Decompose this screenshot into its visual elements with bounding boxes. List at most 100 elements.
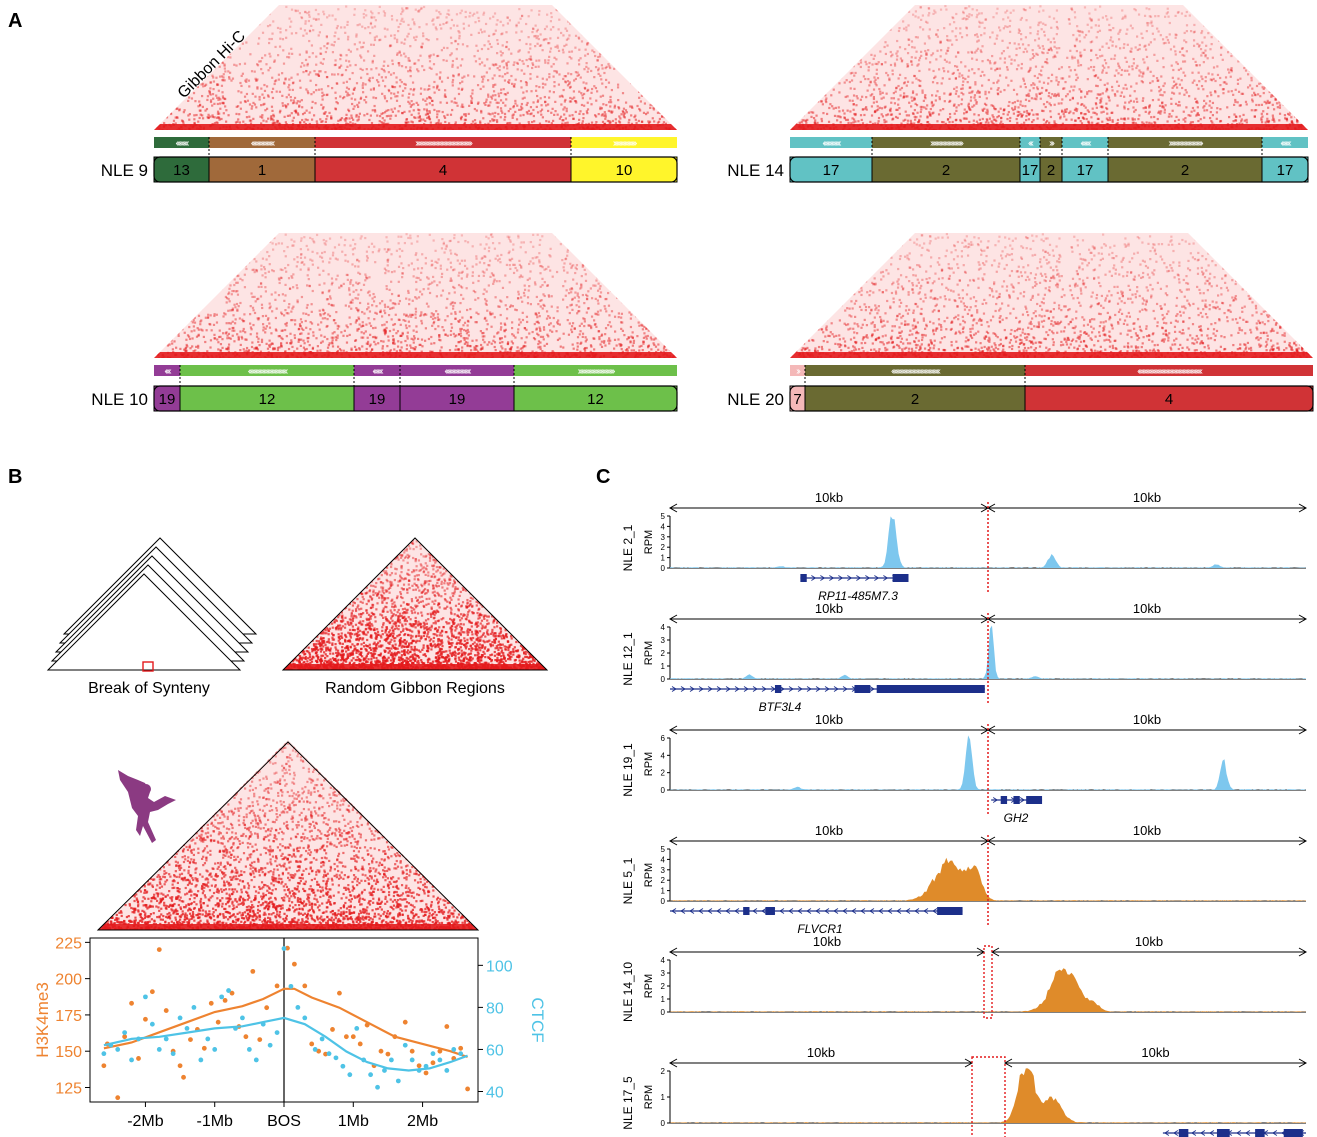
y-tick-label: 0 xyxy=(661,897,666,906)
scale-label: 10kb xyxy=(807,1045,835,1060)
trend-ctcf xyxy=(103,1016,468,1072)
arrowhead xyxy=(668,947,678,957)
point-ctcf xyxy=(101,1051,107,1057)
y-tick-label: 1 xyxy=(661,887,666,896)
point-h3k4me3 xyxy=(350,1034,356,1040)
breakpoint-box xyxy=(971,1056,1006,1137)
synteny-triangle xyxy=(46,573,242,671)
strip-arrows: ‹‹‹‹‹‹‹‹‹‹‹‹‹‹‹‹‹‹‹‹‹‹‹‹‹‹‹‹‹‹‹‹‹‹‹‹‹‹‹‹… xyxy=(1137,366,1203,377)
left-tick-label: 150 xyxy=(55,1044,82,1061)
track-0: 10kb 10kb 01 23 45 RPM NLE 2_1 RP11-485M7.3 xyxy=(621,490,1308,603)
strip-arrows: ‹‹‹ xyxy=(1028,138,1034,149)
chromosome-bar-1: 17 2 17 2 17 2 17 xyxy=(789,156,1309,183)
segment-label: 17 xyxy=(1077,162,1094,179)
point-h3k4me3 xyxy=(129,1000,134,1006)
track-label: NLE 12_1 xyxy=(621,632,635,686)
point-h3k4me3 xyxy=(222,998,228,1003)
strip-arrows: ››››››››››››››››› xyxy=(613,138,637,149)
gene-strand-arrow xyxy=(851,908,857,914)
gene-strand-arrow xyxy=(734,908,740,914)
point-h3k4me3 xyxy=(257,1037,263,1042)
scale-label: 10kb xyxy=(815,712,843,727)
point-ctcf xyxy=(302,1015,308,1021)
gene-strand-arrow xyxy=(815,686,821,692)
track-3: 10kb 10kb 01 23 45 RPM NLE 5_1 FLVCR1 xyxy=(621,823,1308,936)
caption-random-regions: Random Gibbon Regions xyxy=(325,680,505,697)
chromosome-segment xyxy=(314,156,572,183)
chromosome-segment xyxy=(804,385,1026,412)
gene-exon xyxy=(1255,1129,1265,1137)
strip-seg xyxy=(1062,137,1108,148)
point-ctcf xyxy=(267,1042,273,1048)
strip-arrows: ‹‹‹‹‹‹‹‹‹‹‹‹‹‹‹‹‹‹‹‹‹‹‹‹‹‹‹‹‹ xyxy=(248,366,288,377)
point-h3k4me3 xyxy=(409,1048,415,1054)
gene-strand-arrow xyxy=(1245,1130,1251,1136)
strip-seg xyxy=(1025,365,1313,376)
point-ctcf xyxy=(184,1026,190,1031)
chromosome-segment xyxy=(1061,156,1109,183)
gene-strand-arrow xyxy=(811,575,817,581)
segment-label: 17 xyxy=(1277,162,1294,179)
gene-name: RP11-485M7.3 xyxy=(818,589,898,603)
chromosome-outline xyxy=(789,156,1309,183)
gene-strand-arrow xyxy=(842,908,848,914)
point-h3k4me3 xyxy=(264,1005,270,1011)
chromosome-outline xyxy=(153,156,678,183)
point-ctcf xyxy=(423,1063,429,1069)
point-ctcf xyxy=(191,1004,197,1010)
y-tick-label: 3 xyxy=(661,636,666,645)
point-h3k4me3 xyxy=(250,968,256,974)
gene-strand-arrow xyxy=(833,686,839,692)
point-ctcf xyxy=(143,994,148,1000)
strip-seg xyxy=(180,365,354,376)
arrowhead xyxy=(1298,725,1308,735)
gene-name: GH2 xyxy=(1004,811,1029,825)
point-h3k4me3 xyxy=(274,983,280,989)
gene-strand-arrow xyxy=(824,908,830,914)
segment-label: 12 xyxy=(259,391,276,408)
gibbon-silhouette-icon xyxy=(118,770,176,843)
track-4: 10kb 10kb 0 1 2 3 4 RPM NLE 14_10 xyxy=(621,934,1308,1022)
track-label: NLE 5_1 xyxy=(621,857,635,904)
break-marker xyxy=(142,661,154,672)
y-tick-label: 0 xyxy=(661,675,666,684)
gene-exon xyxy=(876,685,985,693)
gene-strand-arrow xyxy=(761,908,767,914)
segment-label: 4 xyxy=(439,162,447,179)
arrowhead xyxy=(1003,1058,1013,1068)
segment-label: 2 xyxy=(1181,162,1189,179)
chromosome-name: NLE 10 xyxy=(91,390,148,409)
gene-name: FLVCR1 xyxy=(797,922,842,936)
chromosome-name: NLE 20 xyxy=(727,390,784,409)
signal-track xyxy=(670,625,1306,679)
gene-exon xyxy=(1026,796,1043,804)
segment-label: 12 xyxy=(587,391,604,408)
y-tick-label: 4 xyxy=(661,522,666,531)
orientation-strip-1: ‹‹‹‹‹‹‹‹‹‹‹‹‹ ›››››››››››››››››››››››› ‹‹‹… xyxy=(790,137,1308,157)
point-ctcf xyxy=(205,1036,211,1042)
gene-strand-arrow xyxy=(707,686,713,692)
chromosome-outline xyxy=(153,385,678,412)
y-tick-label: 4 xyxy=(661,623,666,632)
point-h3k4me3 xyxy=(208,1000,214,1006)
point-h3k4me3 xyxy=(285,945,290,951)
point-h3k4me3 xyxy=(337,990,342,996)
point-h3k4me3 xyxy=(149,989,155,995)
caption-break-of-synteny: Break of Synteny xyxy=(88,680,210,697)
arrowhead xyxy=(1298,836,1308,846)
scale-label: 10kb xyxy=(1141,1045,1169,1060)
strip-seg xyxy=(872,137,1020,148)
strip-arrows: ‹‹‹‹‹‹‹ xyxy=(1280,138,1291,149)
track-1: 10kb 10kb 0 1 2 3 4 RPM NLE 12_1 BTF3L4 xyxy=(621,601,1308,714)
point-ctcf xyxy=(212,1047,218,1052)
gene-strand-arrow xyxy=(815,908,821,914)
y-tick-label: 0 xyxy=(661,786,666,795)
point-ctcf xyxy=(430,1051,436,1057)
orientation-strip-0: ‹‹‹‹‹‹‹‹‹ ‹‹‹‹‹‹‹‹‹‹‹‹‹‹‹‹‹ ››››››››››››››… xyxy=(154,137,677,157)
chromosome-segment xyxy=(179,385,355,412)
segment-label: 13 xyxy=(173,162,190,179)
point-ctcf xyxy=(129,1057,134,1063)
gene-strand-arrow xyxy=(725,908,731,914)
strip-seg xyxy=(790,137,872,148)
gene-strand-arrow xyxy=(869,686,875,692)
